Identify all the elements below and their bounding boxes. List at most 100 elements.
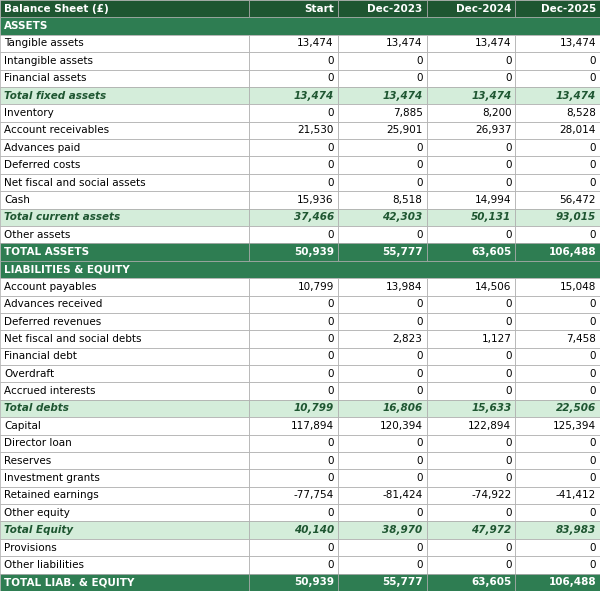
- Bar: [338, 382, 427, 400]
- Text: 0: 0: [505, 439, 511, 448]
- Bar: [427, 521, 515, 539]
- Bar: [427, 313, 515, 330]
- Text: Director loan: Director loan: [4, 439, 72, 448]
- Text: 63,605: 63,605: [471, 247, 511, 257]
- Text: 0: 0: [589, 473, 596, 483]
- Bar: [515, 330, 600, 348]
- Bar: [249, 469, 338, 487]
- Text: ASSETS: ASSETS: [4, 21, 49, 31]
- Text: Start: Start: [304, 4, 334, 14]
- Text: 0: 0: [589, 508, 596, 518]
- Text: Balance Sheet (£): Balance Sheet (£): [4, 4, 109, 14]
- Text: 0: 0: [328, 351, 334, 361]
- Text: 0: 0: [416, 299, 422, 309]
- Bar: [338, 574, 427, 591]
- Bar: [249, 226, 338, 243]
- Text: 0: 0: [328, 439, 334, 448]
- Text: 0: 0: [505, 560, 511, 570]
- Text: 8,528: 8,528: [566, 108, 596, 118]
- Bar: [0, 87, 249, 104]
- Text: -74,922: -74,922: [471, 491, 511, 501]
- Bar: [338, 504, 427, 521]
- Text: 0: 0: [328, 386, 334, 396]
- Text: Cash: Cash: [4, 195, 30, 205]
- Bar: [338, 0, 427, 17]
- Text: 0: 0: [328, 508, 334, 518]
- Text: Other assets: Other assets: [4, 230, 70, 240]
- Bar: [249, 52, 338, 70]
- Bar: [249, 157, 338, 174]
- Text: 0: 0: [589, 543, 596, 553]
- Text: 0: 0: [505, 230, 511, 240]
- Bar: [0, 104, 249, 122]
- Bar: [427, 539, 515, 556]
- Bar: [0, 504, 249, 521]
- Text: 0: 0: [589, 177, 596, 187]
- Text: 0: 0: [416, 508, 422, 518]
- Text: 0: 0: [505, 56, 511, 66]
- Text: Tangible assets: Tangible assets: [4, 38, 84, 48]
- Bar: [338, 104, 427, 122]
- Bar: [338, 296, 427, 313]
- Bar: [249, 174, 338, 191]
- Bar: [249, 35, 338, 52]
- Text: 0: 0: [589, 73, 596, 83]
- Bar: [0, 452, 249, 469]
- Text: Intangible assets: Intangible assets: [4, 56, 93, 66]
- Bar: [0, 261, 600, 278]
- Bar: [0, 313, 249, 330]
- Text: Account receivables: Account receivables: [4, 125, 109, 135]
- Text: 22,506: 22,506: [556, 404, 596, 414]
- Text: 55,777: 55,777: [382, 247, 422, 257]
- Bar: [338, 400, 427, 417]
- Text: 25,901: 25,901: [386, 125, 422, 135]
- Text: 47,972: 47,972: [471, 525, 511, 535]
- Bar: [0, 174, 249, 191]
- Bar: [0, 139, 249, 157]
- Bar: [515, 574, 600, 591]
- Bar: [427, 35, 515, 52]
- Text: 0: 0: [328, 230, 334, 240]
- Text: LIABILITIES & EQUITY: LIABILITIES & EQUITY: [4, 264, 130, 274]
- Bar: [338, 487, 427, 504]
- Bar: [0, 209, 249, 226]
- Text: 0: 0: [328, 317, 334, 327]
- Text: Overdraft: Overdraft: [4, 369, 54, 379]
- Bar: [515, 0, 600, 17]
- Bar: [427, 434, 515, 452]
- Text: -77,754: -77,754: [293, 491, 334, 501]
- Text: 0: 0: [328, 143, 334, 152]
- Bar: [515, 521, 600, 539]
- Text: 0: 0: [589, 230, 596, 240]
- Text: Other equity: Other equity: [4, 508, 70, 518]
- Bar: [249, 330, 338, 348]
- Bar: [427, 226, 515, 243]
- Bar: [0, 365, 249, 382]
- Bar: [0, 70, 249, 87]
- Bar: [338, 348, 427, 365]
- Text: 0: 0: [416, 351, 422, 361]
- Text: 0: 0: [589, 56, 596, 66]
- Text: -81,424: -81,424: [382, 491, 422, 501]
- Text: Other liabilities: Other liabilities: [4, 560, 84, 570]
- Bar: [0, 226, 249, 243]
- Text: 0: 0: [416, 143, 422, 152]
- Bar: [427, 348, 515, 365]
- Text: 0: 0: [416, 456, 422, 466]
- Bar: [0, 191, 249, 209]
- Bar: [427, 174, 515, 191]
- Text: 0: 0: [328, 334, 334, 344]
- Bar: [427, 122, 515, 139]
- Text: 8,200: 8,200: [482, 108, 511, 118]
- Bar: [249, 539, 338, 556]
- Bar: [0, 278, 249, 296]
- Text: 10,799: 10,799: [298, 282, 334, 292]
- Text: 0: 0: [589, 299, 596, 309]
- Text: Dec-2024: Dec-2024: [456, 4, 511, 14]
- Bar: [427, 104, 515, 122]
- Bar: [427, 191, 515, 209]
- Text: 0: 0: [328, 299, 334, 309]
- Bar: [249, 70, 338, 87]
- Bar: [338, 139, 427, 157]
- Bar: [0, 330, 249, 348]
